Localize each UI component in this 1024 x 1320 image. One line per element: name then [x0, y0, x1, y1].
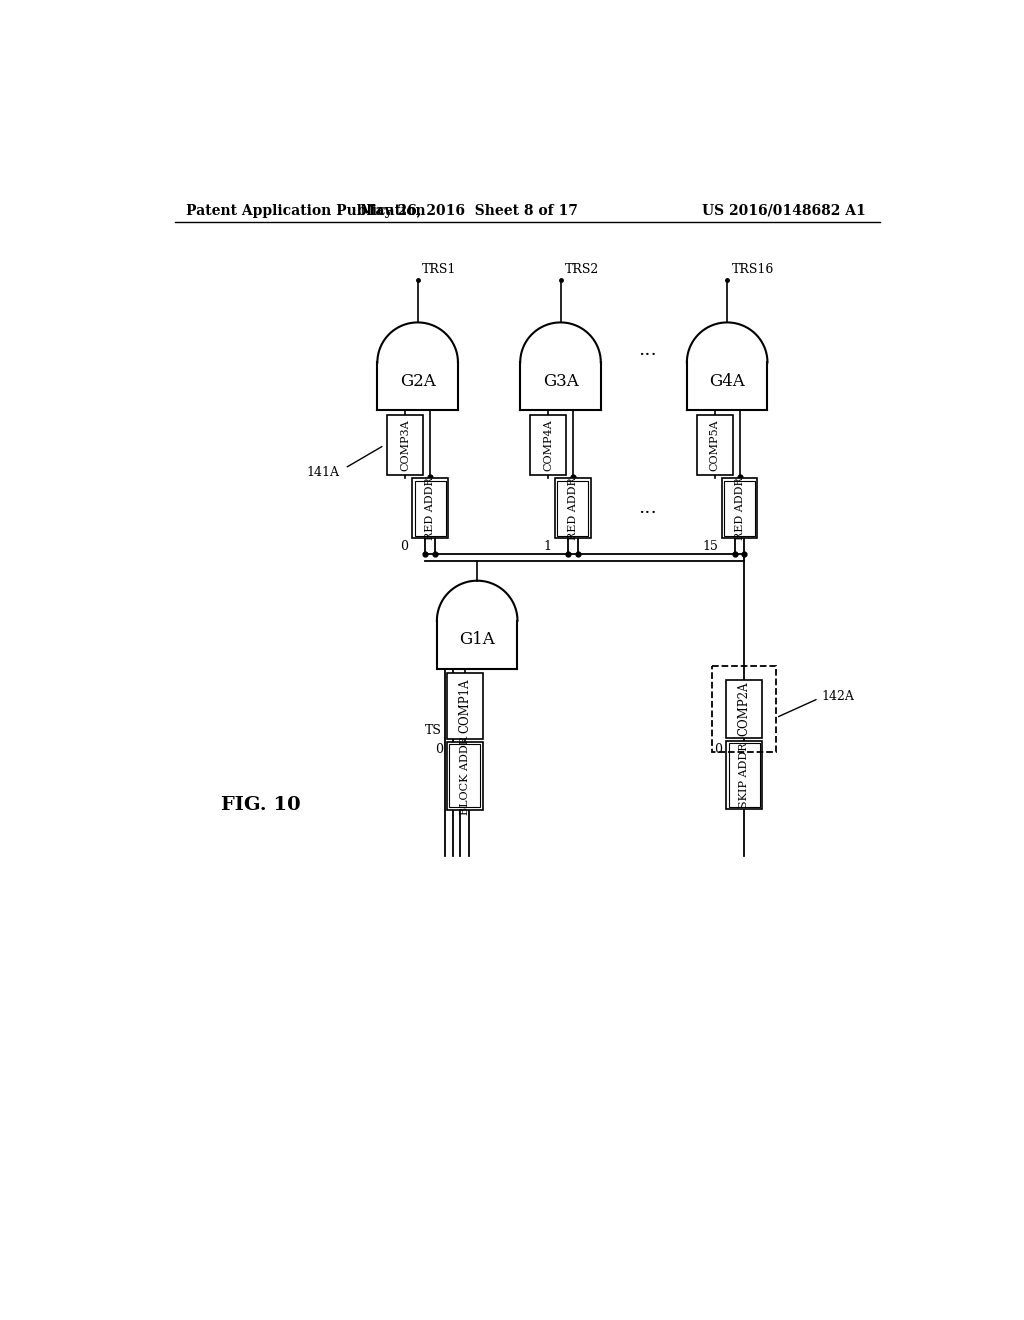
Text: 0: 0	[435, 743, 443, 756]
Text: COMP3A: COMP3A	[400, 420, 411, 471]
Text: TRS1: TRS1	[422, 263, 457, 276]
Text: 15: 15	[702, 540, 718, 553]
Text: SKIP ADDR: SKIP ADDR	[739, 742, 750, 808]
Text: May 26, 2016  Sheet 8 of 17: May 26, 2016 Sheet 8 of 17	[360, 203, 578, 218]
Text: G3A: G3A	[543, 374, 579, 391]
Bar	[722, 478, 758, 539]
Text: 142A: 142A	[821, 690, 854, 704]
Bar	[697, 414, 732, 475]
Text: G1A: G1A	[460, 631, 495, 648]
Text: 0: 0	[400, 540, 409, 553]
Bar	[413, 478, 447, 539]
Text: COMP5A: COMP5A	[710, 420, 720, 471]
Text: RED ADDR: RED ADDR	[568, 477, 578, 540]
Text: 141A: 141A	[306, 466, 339, 479]
Text: RED ADDR: RED ADDR	[425, 477, 435, 540]
Text: G2A: G2A	[399, 374, 435, 391]
Bar	[724, 480, 755, 536]
Text: TRS2: TRS2	[565, 263, 599, 276]
Text: US 2016/0148682 A1: US 2016/0148682 A1	[701, 203, 865, 218]
Text: RED ADDR: RED ADDR	[734, 477, 744, 540]
Text: 1: 1	[543, 540, 551, 553]
Text: FIG. 10: FIG. 10	[221, 796, 301, 814]
Text: Patent Application Publication: Patent Application Publication	[186, 203, 426, 218]
Text: G4A: G4A	[710, 374, 745, 391]
Bar	[530, 414, 566, 475]
Bar	[446, 742, 482, 809]
Bar	[726, 680, 762, 738]
Text: 0: 0	[715, 743, 723, 755]
Text: ...: ...	[638, 499, 657, 517]
Text: ...: ...	[638, 342, 657, 359]
Bar	[555, 478, 591, 539]
Text: COMP2A: COMP2A	[737, 682, 751, 737]
Text: BLOCK ADDR: BLOCK ADDR	[460, 737, 470, 816]
Bar	[450, 744, 480, 808]
Text: COMP4A: COMP4A	[543, 420, 553, 471]
Bar	[713, 667, 776, 752]
Text: COMP1A: COMP1A	[459, 678, 471, 734]
Text: TS: TS	[425, 723, 441, 737]
Bar	[415, 480, 445, 536]
Bar	[387, 414, 423, 475]
Bar	[557, 480, 589, 536]
Text: TRS16: TRS16	[732, 263, 774, 276]
Bar	[726, 741, 762, 809]
Bar	[729, 743, 760, 807]
Bar	[446, 673, 482, 739]
